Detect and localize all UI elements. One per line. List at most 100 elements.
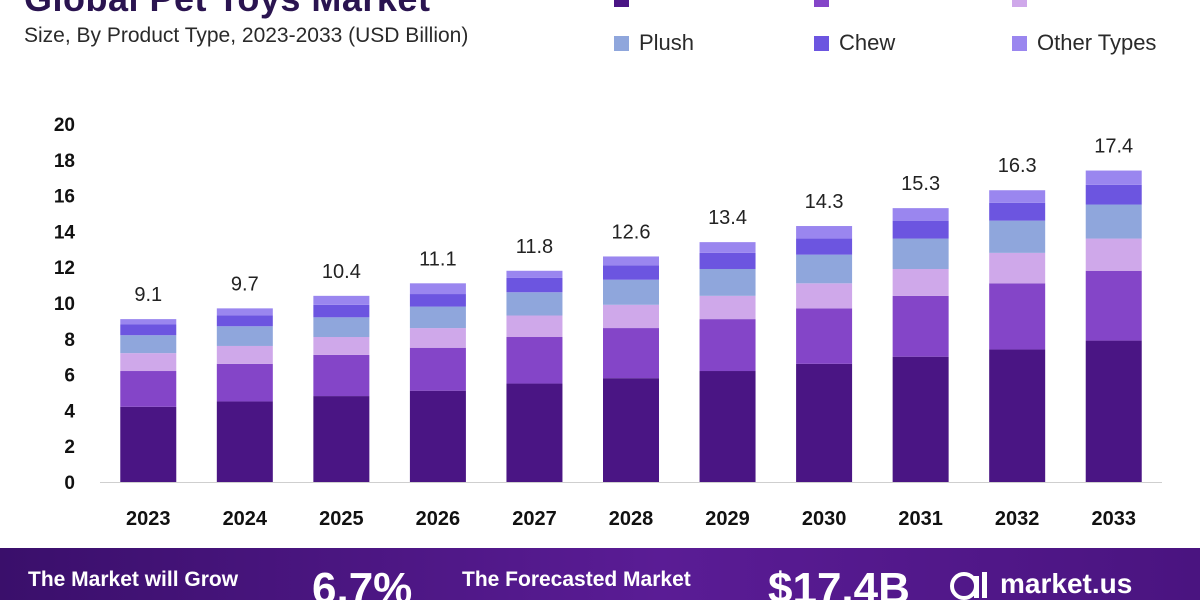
legend-swatch-plush <box>614 35 629 51</box>
bar-segment <box>699 252 756 269</box>
bar-segment <box>989 252 1046 284</box>
bar-segment <box>506 383 563 482</box>
x-tick-label: 2033 <box>1091 508 1136 530</box>
bar-segment <box>506 292 563 316</box>
legend-swatch-other-types <box>1012 35 1027 51</box>
footer-cagr-value: 6.7% <box>312 564 413 600</box>
bar-segment <box>409 328 466 348</box>
legend-item-plush: Plush <box>614 30 694 56</box>
bar-segment <box>699 242 756 253</box>
bar-total-label: 12.6 <box>612 221 651 243</box>
bar-segment <box>313 337 370 355</box>
bar-segment <box>989 349 1046 482</box>
bar-segment <box>603 378 659 482</box>
footer-forecast-text: The Forecasted Market <box>462 568 691 591</box>
bar-segment <box>892 295 949 357</box>
bar-segment <box>796 363 853 482</box>
bar-segment <box>409 283 466 295</box>
bar-segment <box>1085 204 1142 239</box>
bar-segment <box>1085 184 1142 205</box>
bar-segment <box>699 295 756 320</box>
bar-segment <box>409 306 466 329</box>
bar-segment <box>989 220 1046 253</box>
legend: Plush Chew Other Types <box>0 0 1200 70</box>
x-tick-label: 2032 <box>995 508 1040 530</box>
legend-item-other-types: Other Types <box>1012 30 1156 56</box>
chart-title: Global Pet Toys Market <box>24 0 430 20</box>
bar-segment <box>120 319 177 325</box>
bar-segment <box>313 295 370 305</box>
market-us-logo-icon <box>950 572 987 600</box>
y-tick-label: 0 <box>64 473 75 494</box>
bar-segment <box>506 277 563 293</box>
bar-total-label: 11.1 <box>419 248 456 270</box>
bar-segment <box>216 308 273 316</box>
bar-segment <box>506 315 563 338</box>
bar-segment <box>506 270 563 278</box>
y-tick-label: 6 <box>64 366 75 387</box>
y-tick-label: 16 <box>54 187 75 208</box>
bar-segment <box>120 324 177 336</box>
bar-segment <box>603 256 659 266</box>
bar-segment <box>796 226 853 239</box>
bar-total-label: 10.4 <box>322 261 361 283</box>
bar-segment <box>892 356 949 482</box>
bar-segment <box>409 390 466 482</box>
y-tick-label: 2 <box>64 437 75 458</box>
y-tick-label: 10 <box>54 294 75 315</box>
x-tick-label: 2024 <box>223 508 268 530</box>
bar-total-label: 16.3 <box>998 155 1037 177</box>
x-tick-label: 2030 <box>802 508 847 530</box>
chart-subtitle: Size, By Product Type, 2023-2033 (USD Bi… <box>24 24 469 47</box>
bar-segment <box>796 283 853 309</box>
y-tick-label: 8 <box>64 330 75 351</box>
footer-banner: The Market will Grow 6.7% The Forecasted… <box>0 548 1200 600</box>
legend-swatch-cropped-3 <box>1012 0 1027 7</box>
bar-segment <box>796 308 853 364</box>
bar-total-label: 13.4 <box>708 207 747 229</box>
bar-segment <box>603 304 659 329</box>
y-tick-label: 12 <box>54 258 75 279</box>
bar-segment <box>892 268 949 296</box>
y-tick-label: 14 <box>54 222 76 243</box>
legend-label-plush: Plush <box>639 30 695 55</box>
bar-total-label: 15.3 <box>901 173 940 195</box>
bar-segment <box>216 345 273 364</box>
bar-total-label: 17.4 <box>1094 136 1133 158</box>
legend-swatch-cropped-2 <box>814 0 829 7</box>
bar-segment <box>409 347 466 391</box>
bar-segment <box>603 328 659 379</box>
bar-total-label: 9.7 <box>231 273 259 295</box>
bar-segment <box>120 353 177 372</box>
footer-forecast-value: $17.4B <box>768 564 910 600</box>
x-tick-label: 2027 <box>512 508 557 530</box>
bar-segment <box>216 326 273 346</box>
bar-segment <box>120 335 177 354</box>
bar-segment <box>1085 238 1142 271</box>
legend-swatch-chew <box>814 35 829 51</box>
bar-segment <box>892 208 949 221</box>
bar-total-label: 9.1 <box>134 284 162 306</box>
brand-logo[interactable]: market.us <box>950 568 1132 600</box>
bar-segment <box>120 371 177 407</box>
x-tick-label: 2023 <box>126 508 171 530</box>
footer-grow-text: The Market will Grow <box>28 568 239 591</box>
bar-segment <box>699 371 756 482</box>
bar-segment <box>1085 270 1142 341</box>
y-tick-label: 20 <box>54 115 75 136</box>
x-tick-label: 2025 <box>319 508 364 530</box>
y-tick-label: 18 <box>54 151 75 172</box>
bar-segment <box>989 190 1046 203</box>
legend-label-chew: Chew <box>839 30 896 55</box>
bar-segment <box>409 294 466 307</box>
x-tick-label: 2029 <box>705 508 750 530</box>
x-tick-label: 2026 <box>416 508 461 530</box>
bar-segment <box>603 279 659 305</box>
bar-segment <box>699 268 756 296</box>
bar-segment <box>796 238 853 255</box>
stacked-bar-chart: 0 2 4 6 8 10 12 14 16 18 20 9.1 2023 9.7 2024 10.4 2025 1… <box>54 115 1162 530</box>
bar-segment <box>120 406 177 482</box>
bar-segment <box>216 363 273 402</box>
brand-name: market.us <box>1000 568 1133 599</box>
bar-segment <box>1085 340 1142 482</box>
